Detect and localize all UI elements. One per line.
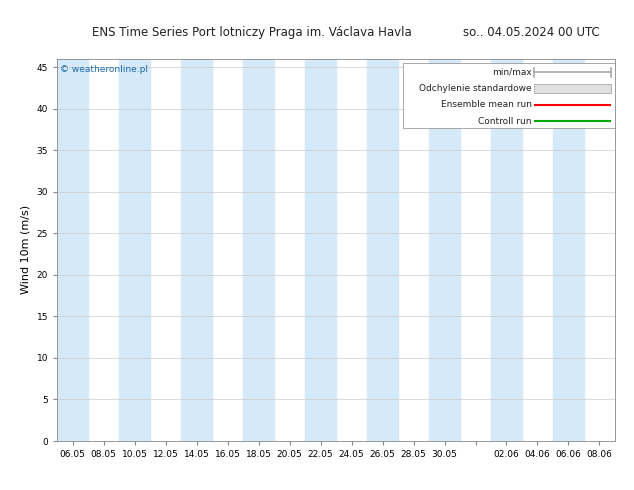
Text: min/max: min/max (492, 68, 532, 77)
Text: Ensemble mean run: Ensemble mean run (441, 100, 532, 109)
Text: so.. 04.05.2024 00 UTC: so.. 04.05.2024 00 UTC (463, 26, 600, 39)
Bar (403, 63, 615, 127)
Bar (243, 59, 274, 441)
Text: ENS Time Series Port lotniczy Praga im. Václava Havla: ENS Time Series Port lotniczy Praga im. … (93, 26, 412, 39)
Text: Controll run: Controll run (478, 117, 532, 125)
Bar (305, 59, 336, 441)
Text: Odchylenie standardowe: Odchylenie standardowe (419, 84, 532, 93)
Text: © weatheronline.pl: © weatheronline.pl (60, 65, 148, 74)
Bar (491, 59, 522, 441)
Bar (57, 59, 88, 441)
Bar (181, 59, 212, 441)
Bar (367, 59, 398, 441)
Bar (553, 59, 584, 441)
Y-axis label: Wind 10m (m/s): Wind 10m (m/s) (21, 205, 31, 294)
Bar (534, 84, 611, 93)
Bar (429, 59, 460, 441)
Bar (119, 59, 150, 441)
